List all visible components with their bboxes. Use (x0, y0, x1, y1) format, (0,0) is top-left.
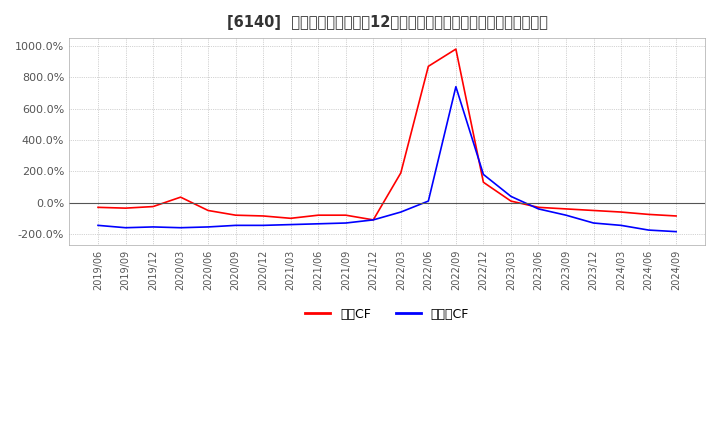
フリーCF (259, 223, 268, 228)
Line: フリーCF: フリーCF (98, 87, 676, 231)
フリーCF (589, 220, 598, 226)
フリーCF (121, 225, 130, 231)
フリーCF (617, 223, 626, 228)
営業CF (617, 209, 626, 215)
フリーCF (341, 220, 350, 226)
営業CF (507, 198, 516, 204)
フリーCF (424, 198, 433, 204)
Title: [6140]  キャッシュフローの12か月移動合計の対前年同期増減率の推移: [6140] キャッシュフローの12か月移動合計の対前年同期増減率の推移 (227, 15, 547, 30)
営業CF (314, 213, 323, 218)
営業CF (424, 64, 433, 69)
営業CF (287, 216, 295, 221)
営業CF (479, 180, 487, 185)
営業CF (369, 217, 377, 223)
営業CF (644, 212, 653, 217)
フリーCF (479, 172, 487, 177)
フリーCF (204, 224, 212, 230)
Line: 営業CF: 営業CF (98, 49, 676, 220)
フリーCF (644, 227, 653, 233)
営業CF (94, 205, 102, 210)
営業CF (176, 194, 185, 200)
フリーCF (672, 229, 680, 234)
Legend: 営業CF, フリーCF: 営業CF, フリーCF (300, 303, 474, 326)
フリーCF (176, 225, 185, 231)
フリーCF (507, 194, 516, 199)
フリーCF (397, 209, 405, 215)
営業CF (121, 205, 130, 211)
フリーCF (149, 224, 158, 230)
営業CF (231, 213, 240, 218)
営業CF (589, 208, 598, 213)
営業CF (534, 205, 543, 210)
フリーCF (231, 223, 240, 228)
営業CF (204, 208, 212, 213)
営業CF (672, 213, 680, 219)
営業CF (397, 170, 405, 176)
フリーCF (562, 213, 570, 218)
営業CF (341, 213, 350, 218)
営業CF (149, 204, 158, 209)
営業CF (562, 206, 570, 212)
フリーCF (314, 221, 323, 227)
フリーCF (369, 217, 377, 223)
フリーCF (451, 84, 460, 89)
フリーCF (287, 222, 295, 227)
営業CF (451, 47, 460, 52)
営業CF (259, 213, 268, 219)
フリーCF (94, 223, 102, 228)
フリーCF (534, 206, 543, 212)
